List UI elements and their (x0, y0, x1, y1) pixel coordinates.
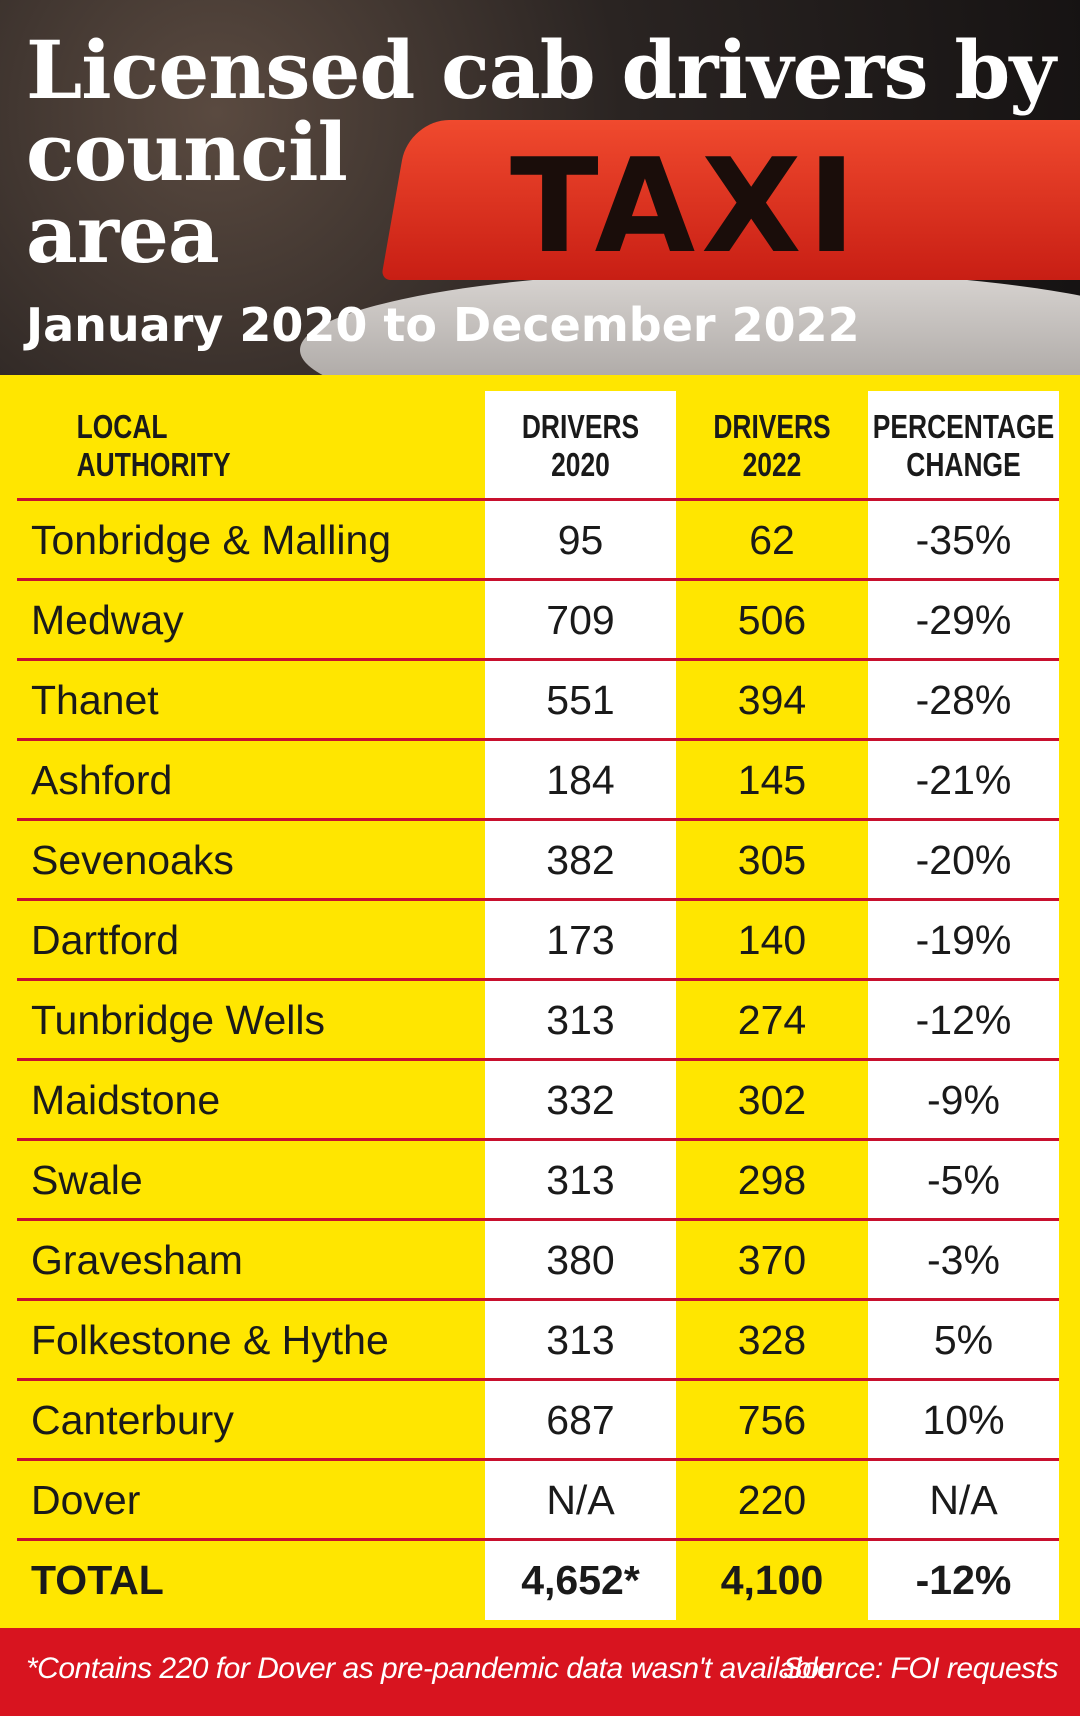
cell-value: 332 (546, 1076, 615, 1123)
row-rule (17, 738, 1059, 741)
header-line: DRIVERS (521, 407, 640, 445)
row-label: Tonbridge & Malling (31, 516, 392, 563)
row-rule (17, 578, 1059, 581)
cell-value: 313 (546, 1156, 615, 1203)
row-rule (17, 1058, 1059, 1061)
cell-value: -21% (915, 756, 1012, 803)
cell-value: -5% (927, 1156, 1000, 1203)
row-label: Swale (31, 1156, 143, 1203)
cell-value: 394 (737, 676, 807, 723)
column-header: DRIVERS 2022 (695, 391, 849, 500)
row-rule (17, 818, 1059, 821)
row-rule (17, 658, 1059, 661)
cell-value: 10% (922, 1396, 1005, 1443)
row-label: Ashford (31, 756, 173, 803)
cell-value: -9% (927, 1076, 1000, 1123)
cell-value: 298 (737, 1156, 807, 1203)
cell-value: 506 (737, 596, 807, 643)
cell-value: -3% (927, 1236, 1000, 1283)
row-label: Gravesham (31, 1236, 243, 1283)
cell-value: 173 (546, 916, 615, 963)
cell-value: -28% (915, 676, 1012, 723)
title-line: Licensed cab drivers by (26, 23, 1056, 117)
header-line: 2022 (742, 445, 802, 483)
cell-value: N/A (929, 1476, 998, 1523)
row-rule (17, 1218, 1059, 1221)
cell-value: 140 (737, 916, 807, 963)
row-label: Sevenoaks (31, 836, 234, 883)
row-label: Maidstone (31, 1076, 221, 1123)
row-label: Canterbury (31, 1396, 234, 1443)
title-line: area (26, 187, 220, 281)
source: Source: FOI requests (782, 1652, 1059, 1685)
row-label: TOTAL (31, 1556, 164, 1603)
cell-value: 220 (737, 1476, 807, 1523)
cell-value: 687 (546, 1396, 615, 1443)
cell-value: 302 (737, 1076, 807, 1123)
row-rule (17, 1458, 1059, 1461)
row-label: Tunbridge Wells (31, 996, 325, 1043)
cell-value: 370 (737, 1236, 807, 1283)
header-line: DRIVERS (713, 407, 831, 445)
cell-value: 4,652* (521, 1556, 640, 1603)
cell-value: 95 (557, 516, 604, 563)
row-label: Dartford (31, 916, 180, 963)
cell-value: -12% (915, 996, 1012, 1043)
row-label: Thanet (31, 676, 159, 723)
cell-value: 4,100 (720, 1556, 824, 1603)
sign-text: TAXI (510, 130, 862, 282)
cell-value: -29% (915, 596, 1012, 643)
cell-value: -35% (915, 516, 1012, 563)
row-rule (17, 1298, 1059, 1301)
column-header: LOCAL AUTHORITY (64, 391, 438, 500)
cell-value: 5% (933, 1316, 994, 1363)
header-image: TAXI Licensed cab drivers by council are… (0, 0, 1080, 375)
cell-value: 62 (749, 516, 795, 563)
cell-value: 551 (546, 676, 615, 723)
row-rule (17, 1378, 1059, 1381)
cell-value: 184 (546, 756, 615, 803)
subtitle: January 2020 to December 2022 (26, 298, 860, 352)
cell-value: -19% (915, 916, 1012, 963)
cell-value: 709 (546, 596, 615, 643)
column-band (485, 391, 676, 1620)
row-rule (17, 1138, 1059, 1141)
cell-value: 313 (546, 996, 615, 1043)
row-rule (17, 898, 1059, 901)
cell-value: 756 (737, 1396, 807, 1443)
header-line: AUTHORITY (76, 445, 231, 483)
row-label: Medway (31, 596, 184, 643)
footnote: *Contains 220 for Dover as pre-pandemic … (26, 1652, 834, 1685)
cell-value: 313 (546, 1316, 615, 1363)
header-line: PERCENTAGE (872, 407, 1055, 445)
cell-value: -12% (915, 1556, 1012, 1603)
cell-value: 274 (737, 996, 807, 1043)
row-rule (17, 498, 1059, 501)
column-band (868, 391, 1059, 1620)
footer: *Contains 220 for Dover as pre-pandemic … (0, 1628, 1080, 1716)
cell-value: 328 (737, 1316, 807, 1363)
cell-value: 380 (546, 1236, 615, 1283)
cell-value: -20% (915, 836, 1012, 883)
cell-value: N/A (546, 1476, 615, 1523)
cell-value: 382 (546, 836, 615, 883)
column-header: PERCENTAGE CHANGE (873, 391, 1054, 500)
header-line: CHANGE (906, 445, 1021, 483)
column-header: DRIVERS 2020 (504, 391, 657, 500)
cell-value: 305 (737, 836, 807, 883)
row-label: Dover (31, 1476, 141, 1523)
row-rule (17, 1538, 1059, 1541)
row-label: Folkestone & Hythe (31, 1316, 389, 1363)
row-rule (17, 978, 1059, 981)
header-line: 2020 (551, 445, 610, 483)
title-line: council (26, 105, 348, 199)
header-line: LOCAL (76, 407, 168, 445)
cell-value: 145 (737, 756, 807, 803)
